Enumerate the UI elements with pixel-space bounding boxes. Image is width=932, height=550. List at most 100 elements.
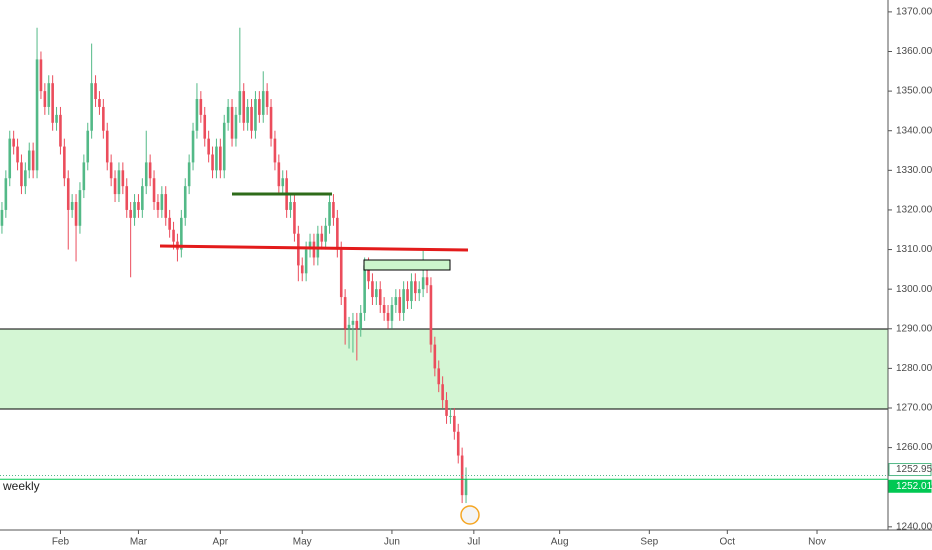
candle-body <box>144 162 148 187</box>
candle-body <box>102 106 105 131</box>
price-label-box <box>888 463 932 477</box>
y-tick-label: 1240.00 <box>896 521 932 532</box>
candle-body <box>90 83 93 131</box>
candle-body <box>394 297 398 306</box>
x-tick-label: Aug <box>551 537 569 548</box>
candle-body <box>386 312 390 321</box>
y-tick-label: 1370.00 <box>896 7 932 18</box>
y-tick-label: 1270.00 <box>896 403 932 414</box>
candle-body <box>187 162 191 187</box>
candle-body <box>117 170 121 195</box>
candle-body <box>234 114 238 139</box>
y-tick-label: 1360.00 <box>896 46 932 57</box>
y-tick-label: 1300.00 <box>896 284 932 295</box>
candle-body <box>273 138 277 163</box>
candle-body <box>141 186 144 210</box>
y-tick-label: 1350.00 <box>896 86 932 97</box>
candle-body <box>269 106 273 139</box>
candle-body <box>55 114 58 123</box>
x-tick-label: May <box>293 537 312 548</box>
candle-body <box>312 241 316 258</box>
candle-body <box>254 99 257 131</box>
y-tick-label: 1310.00 <box>896 244 932 255</box>
candle-body <box>242 91 246 123</box>
candle-body <box>226 106 230 123</box>
candle-body <box>378 289 382 306</box>
y-tick-label: 1340.00 <box>896 125 932 136</box>
candle-body <box>222 122 226 171</box>
candle-body <box>265 91 269 107</box>
candle-body <box>293 202 296 234</box>
candle-body <box>129 209 132 218</box>
candle-body <box>43 91 47 107</box>
price-label: 1252.01 <box>896 481 932 492</box>
candle-body <box>24 170 27 187</box>
candle-body <box>441 384 444 401</box>
candle-body <box>230 106 234 139</box>
candle-body <box>191 130 195 163</box>
candle-body <box>339 249 343 298</box>
candle-body <box>180 217 183 250</box>
candle-body <box>133 202 136 218</box>
candle-body <box>324 225 327 242</box>
candle-body <box>414 281 417 294</box>
candle-body <box>406 289 409 302</box>
candle-body <box>183 186 187 218</box>
candle-body <box>125 186 129 210</box>
candle-body <box>445 400 448 416</box>
x-tick-label: Jul <box>467 537 480 548</box>
candle-body <box>211 154 214 171</box>
candle-body <box>398 297 402 313</box>
y-tick-label: 1280.00 <box>896 363 932 374</box>
candle-body <box>382 305 386 313</box>
candle-body <box>363 265 366 313</box>
candle-body <box>281 178 285 187</box>
candle-body <box>137 202 140 210</box>
candle-body <box>78 190 82 226</box>
drawings <box>0 328 888 410</box>
candle-body <box>343 297 347 329</box>
candle-body <box>371 281 374 298</box>
x-tick-label: Nov <box>808 537 826 548</box>
candle-body <box>238 91 242 115</box>
candle-body <box>4 178 8 210</box>
candle-body <box>195 99 199 131</box>
candle-body <box>0 209 4 226</box>
candle-body <box>203 114 207 139</box>
candle-body <box>300 265 304 274</box>
candle-body <box>355 320 359 329</box>
candle-body <box>250 106 253 131</box>
candle-body <box>297 233 300 266</box>
candle-body <box>66 178 70 210</box>
candle-body <box>94 83 97 100</box>
x-tick-label: Sep <box>640 537 658 548</box>
candle-body <box>113 178 117 195</box>
candle-body <box>199 99 203 115</box>
candle-body <box>347 324 351 329</box>
price-label: 1252.95 <box>896 464 932 475</box>
candles <box>0 27 468 504</box>
candle-body <box>35 59 39 171</box>
x-tick-label: Mar <box>130 537 148 548</box>
candle-body <box>109 162 113 179</box>
event-icon <box>460 505 480 525</box>
candle-body <box>390 305 394 321</box>
candle-body <box>152 178 156 203</box>
y-tick-label: 1290.00 <box>896 323 932 334</box>
candle-body <box>160 194 164 210</box>
chart-label: weekly <box>2 479 40 493</box>
candle-body <box>316 233 320 258</box>
candle-body <box>121 170 125 187</box>
trend-line <box>159 244 469 252</box>
candle-body <box>219 146 222 171</box>
candle-body <box>70 202 74 210</box>
candle-body <box>82 162 86 191</box>
candle-body <box>39 59 43 92</box>
candle-body <box>74 202 78 226</box>
candle-body <box>51 83 54 123</box>
candle-body <box>464 479 468 496</box>
candle-body <box>421 277 425 290</box>
candle-body <box>328 202 331 226</box>
candle-body <box>320 233 324 242</box>
candle-body <box>336 217 339 250</box>
